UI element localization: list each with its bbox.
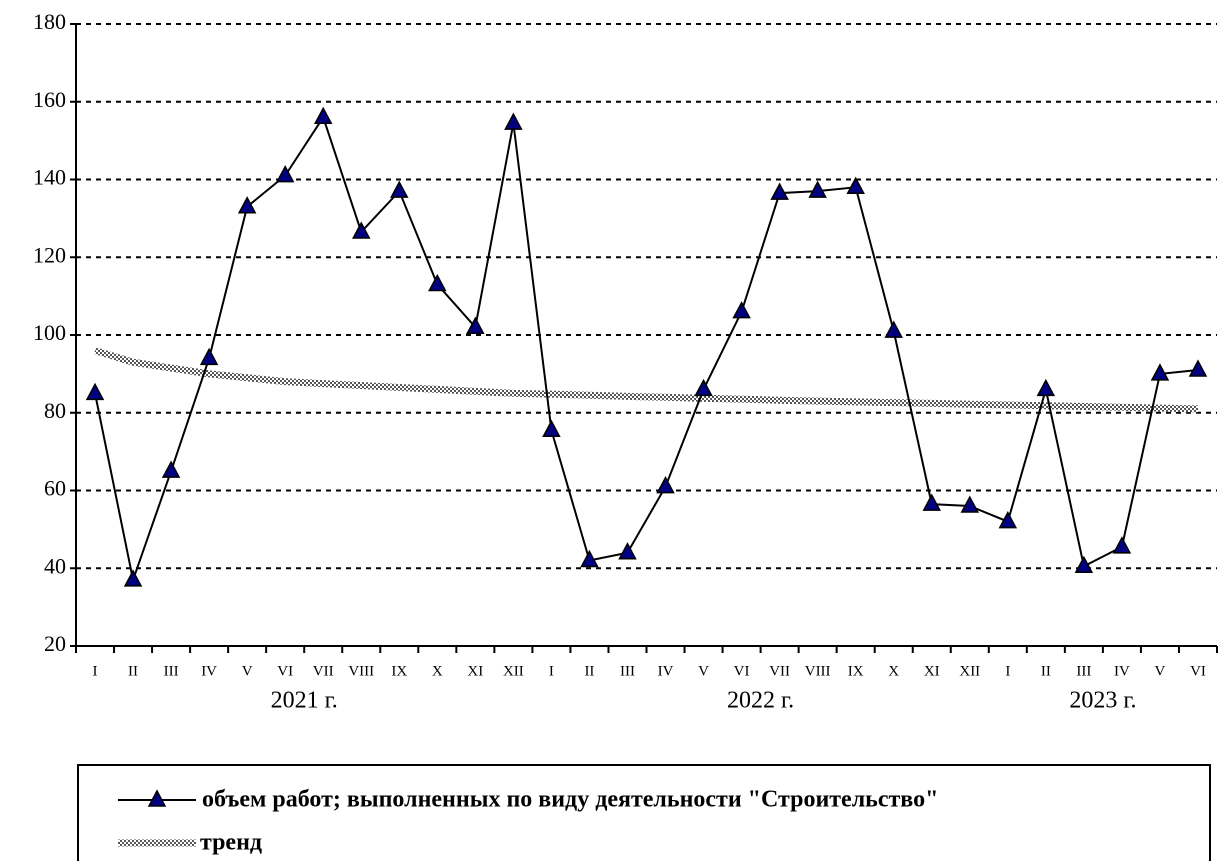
x-tick-label: V <box>698 663 709 679</box>
x-tick-label: IX <box>391 663 407 679</box>
y-tick-label: 160 <box>33 87 66 112</box>
marker <box>846 176 865 195</box>
marker <box>580 549 599 568</box>
x-tick-label: III <box>1076 663 1091 679</box>
legend-box <box>77 764 1211 861</box>
marker <box>466 316 485 334</box>
marker <box>770 182 789 200</box>
marker <box>656 476 675 494</box>
x-tick-label: II <box>128 663 138 679</box>
y-tick-label: 120 <box>33 242 66 267</box>
marker <box>313 106 333 125</box>
marker <box>199 347 219 366</box>
marker <box>808 180 827 198</box>
marker <box>1188 359 1208 377</box>
marker <box>732 301 751 319</box>
x-tick-label: III <box>620 663 635 679</box>
x-tick-label: X <box>888 663 899 679</box>
marker <box>618 542 637 560</box>
x-tick-label: X <box>432 663 443 679</box>
marker <box>1150 363 1170 381</box>
marker <box>694 378 713 397</box>
marker <box>85 382 105 401</box>
x-tick-label: VII <box>313 663 334 679</box>
x-tick-label: XII <box>959 663 980 679</box>
y-tick-label: 80 <box>44 398 66 423</box>
series-line <box>94 115 1199 584</box>
marker <box>1112 536 1132 554</box>
marker <box>123 569 143 587</box>
marker <box>960 495 980 513</box>
y-tick-label: 20 <box>44 631 66 656</box>
x-tick-label: VI <box>1190 663 1206 679</box>
year-label: 2023 г. <box>1069 688 1136 714</box>
x-tick-label: XII <box>503 663 524 679</box>
y-tick-label: 60 <box>44 476 66 501</box>
x-tick-label: XI <box>467 663 483 679</box>
legend-label: объем работ; выполненных по виду деятель… <box>202 787 938 813</box>
x-tick-label: VI <box>734 663 750 679</box>
x-tick-label: V <box>242 663 253 679</box>
y-tick-label: 140 <box>33 165 66 190</box>
x-tick-label: VIII <box>805 663 831 679</box>
marker <box>884 320 903 338</box>
x-tick-label: VIII <box>348 663 374 679</box>
x-tick-label: IV <box>201 663 217 679</box>
marker <box>1074 555 1094 574</box>
marker <box>390 180 409 198</box>
trend-line <box>93 347 1199 413</box>
marker <box>275 165 295 183</box>
x-tick-label: IV <box>658 663 674 679</box>
legend-label: тренд <box>200 830 262 856</box>
x-tick-label: II <box>584 663 594 679</box>
y-tick-label: 40 <box>44 553 66 578</box>
x-tick-label: I <box>1005 663 1010 679</box>
marker <box>237 196 257 214</box>
x-tick-label: XI <box>924 663 940 679</box>
y-tick-label: 100 <box>33 320 66 345</box>
x-tick-label: I <box>549 663 554 679</box>
marker <box>161 460 181 478</box>
marker <box>998 511 1018 529</box>
marker <box>352 221 371 239</box>
y-tick-label: 180 <box>33 9 66 34</box>
x-tick-label: IV <box>1114 663 1130 679</box>
x-tick-label: II <box>1041 663 1051 679</box>
x-tick-label: VII <box>769 663 790 679</box>
legend-marker <box>147 789 167 807</box>
x-tick-label: I <box>93 663 98 679</box>
x-tick-label: III <box>164 663 179 679</box>
marker <box>542 419 561 437</box>
marker <box>1036 378 1056 397</box>
marker <box>922 493 941 511</box>
marker <box>428 273 447 292</box>
marker <box>504 112 523 130</box>
year-label: 2021 г. <box>271 688 338 714</box>
x-tick-label: V <box>1155 663 1166 679</box>
year-label: 2022 г. <box>727 688 794 714</box>
x-tick-label: IX <box>848 663 864 679</box>
x-tick-label: VI <box>277 663 293 679</box>
